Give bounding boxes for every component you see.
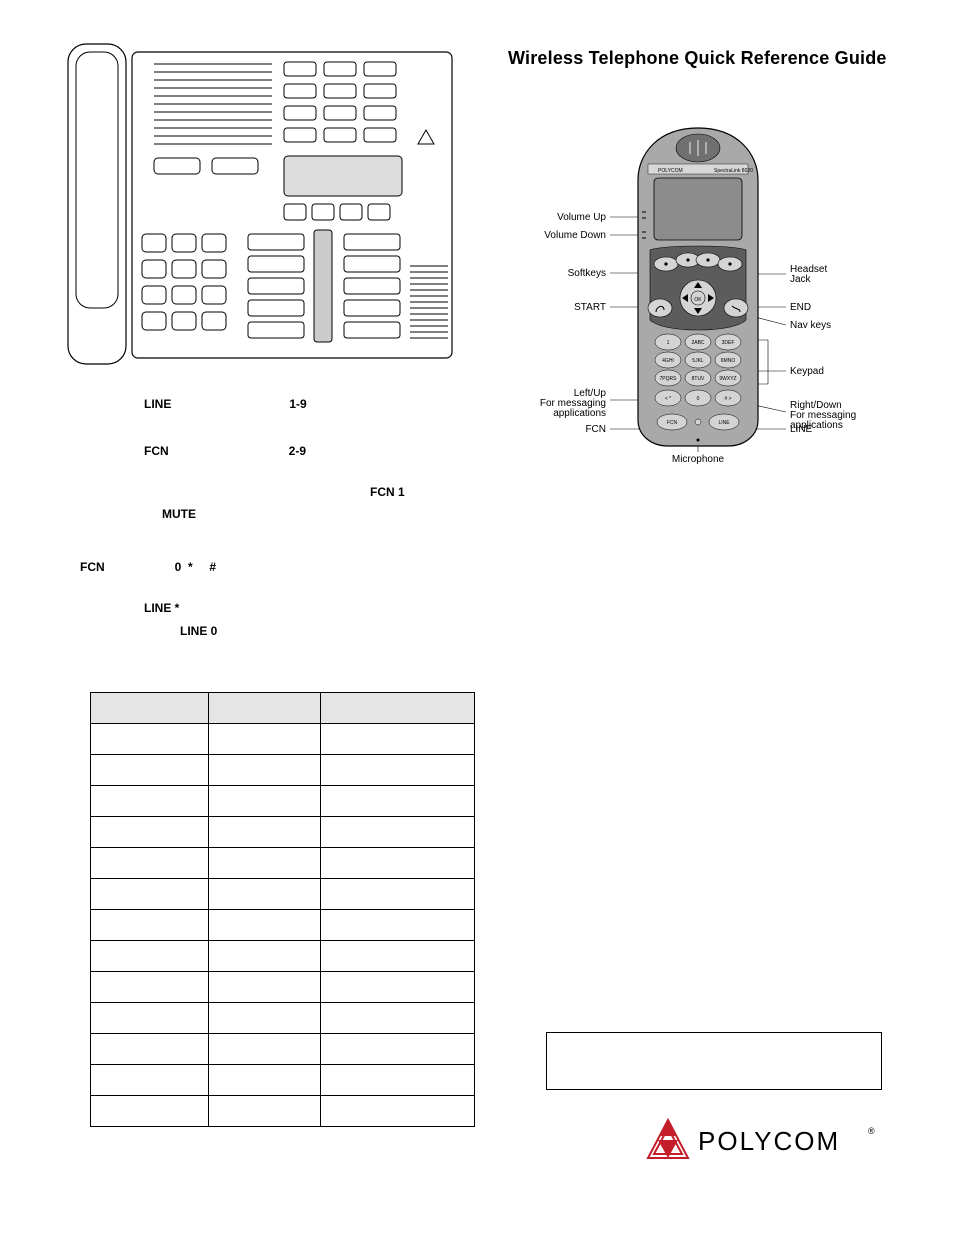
svg-text:7PQRS: 7PQRS bbox=[660, 376, 678, 382]
handset-illustration: Volume Up Volume Down Softkeys START Lef… bbox=[508, 120, 888, 480]
kw-fcn1: FCN 1 bbox=[370, 485, 405, 499]
kw-star: * bbox=[188, 560, 193, 574]
kw-fcn2: FCN bbox=[80, 560, 105, 574]
kw-line: LINE bbox=[144, 397, 171, 411]
label-start: START bbox=[574, 302, 606, 313]
instruction-block: LINE 1-9 FCN 2-9 FCN 1 MUTE FCN 0 * # LINE … bbox=[78, 396, 478, 646]
kw-29: 2-9 bbox=[289, 444, 306, 458]
svg-text:1: 1 bbox=[667, 340, 670, 346]
label-end: END bbox=[790, 302, 811, 313]
svg-text:4GHI: 4GHI bbox=[662, 358, 674, 364]
svg-text:OK: OK bbox=[694, 297, 702, 303]
kw-linestar: LINE * bbox=[144, 601, 179, 615]
svg-text:®: ® bbox=[868, 1126, 875, 1136]
table-body bbox=[91, 724, 475, 1127]
table-row bbox=[91, 755, 475, 786]
label-microphone: Microphone bbox=[672, 454, 725, 465]
page-title: Wireless Telephone Quick Reference Guide bbox=[508, 48, 887, 69]
kw-mute: MUTE bbox=[162, 507, 196, 521]
label-volume-up: Volume Up bbox=[557, 212, 606, 223]
label-volume-down: Volume Down bbox=[544, 230, 606, 241]
logo-text: POLYCOM bbox=[698, 1126, 840, 1156]
table-row bbox=[91, 941, 475, 972]
table-header-cell bbox=[91, 693, 209, 724]
table-row bbox=[91, 1096, 475, 1127]
label-navkeys: Nav keys bbox=[790, 320, 831, 331]
svg-text:LINE: LINE bbox=[718, 420, 730, 426]
table-row bbox=[91, 1003, 475, 1034]
table-header-cell bbox=[209, 693, 321, 724]
polycom-logo: POLYCOM ® bbox=[646, 1116, 882, 1164]
svg-text:SpectraLink 8020: SpectraLink 8020 bbox=[714, 168, 753, 174]
kw-fcn: FCN bbox=[144, 444, 169, 458]
kw-19: 1-9 bbox=[289, 397, 306, 411]
label-headset2: Jack bbox=[790, 274, 812, 285]
deskphone-illustration bbox=[62, 38, 472, 368]
table-row bbox=[91, 910, 475, 941]
svg-text:6MNO: 6MNO bbox=[721, 358, 736, 364]
table-row bbox=[91, 1065, 475, 1096]
note-box bbox=[546, 1032, 882, 1090]
svg-text:< *: < * bbox=[665, 396, 671, 402]
svg-text:POLYCOM: POLYCOM bbox=[658, 168, 683, 174]
label-fcn: FCN bbox=[585, 424, 606, 435]
table-row bbox=[91, 972, 475, 1003]
svg-text:8TUV: 8TUV bbox=[692, 376, 705, 382]
svg-text:5JKL: 5JKL bbox=[692, 358, 704, 364]
label-leftup3: applications bbox=[553, 408, 606, 419]
table-row bbox=[91, 724, 475, 755]
table-header-row bbox=[91, 693, 475, 724]
reference-table-wrap bbox=[90, 692, 474, 1127]
handset-body: POLYCOM SpectraLink 8020 bbox=[638, 128, 758, 446]
table-row bbox=[91, 786, 475, 817]
table-row bbox=[91, 817, 475, 848]
deskphone-svg bbox=[62, 38, 472, 368]
table-row bbox=[91, 879, 475, 910]
reference-table bbox=[90, 692, 475, 1127]
table-row bbox=[91, 848, 475, 879]
label-line: LINE bbox=[790, 424, 813, 435]
kw-line0: LINE 0 bbox=[180, 624, 217, 638]
label-keypad: Keypad bbox=[790, 366, 824, 377]
svg-text:FCN: FCN bbox=[667, 420, 678, 426]
kw-0: 0 bbox=[175, 560, 182, 574]
svg-text:# >: # > bbox=[724, 396, 731, 402]
table-row bbox=[91, 1034, 475, 1065]
svg-text:9WXYZ: 9WXYZ bbox=[719, 376, 736, 382]
svg-text:3DEF: 3DEF bbox=[722, 340, 735, 346]
kw-hash: # bbox=[209, 560, 216, 574]
label-softkeys: Softkeys bbox=[568, 268, 606, 279]
table-header-cell bbox=[321, 693, 475, 724]
svg-text:0: 0 bbox=[697, 396, 700, 402]
svg-text:2ABC: 2ABC bbox=[691, 340, 704, 346]
